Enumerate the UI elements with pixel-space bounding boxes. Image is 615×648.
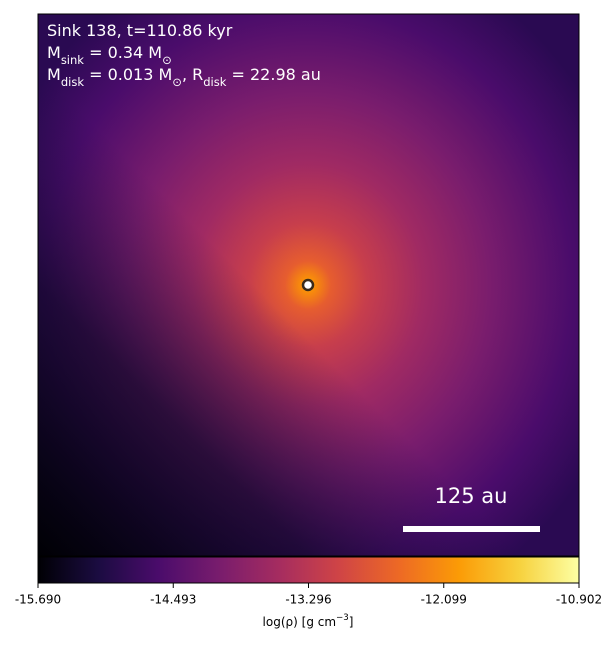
text-part: M bbox=[47, 65, 61, 84]
text-part: = 0.013 M bbox=[84, 65, 172, 84]
text-part: M bbox=[47, 43, 61, 62]
text-part: = 0.34 M bbox=[84, 43, 162, 62]
text-part: sink bbox=[61, 53, 84, 67]
text-part: ⊙ bbox=[172, 75, 182, 89]
axes-frame bbox=[37, 13, 580, 557]
tick-label: -15.690 bbox=[15, 593, 61, 607]
tick-label: -14.493 bbox=[150, 593, 196, 607]
annotation: Mdisk = 0.013 M⊙, Rdisk = 22.98 au bbox=[47, 65, 321, 89]
sink-marker bbox=[301, 278, 315, 292]
scale-bar-label: 125 au bbox=[435, 484, 508, 508]
colorbar-label: log(ρ) [g cm−3] bbox=[263, 613, 354, 629]
density-image: 125 au bbox=[37, 13, 580, 557]
tick-label: -13.296 bbox=[285, 593, 331, 607]
text-part: disk bbox=[203, 75, 227, 89]
tick-label: -12.099 bbox=[421, 593, 467, 607]
colorbar-ticks: -15.690 -14.493 -13.296 -12.099 -10.902 bbox=[15, 583, 602, 607]
text-part: ] bbox=[349, 615, 354, 629]
tick-label: -10.902 bbox=[556, 593, 602, 607]
text-part: Sink 138, t=110.86 kyr bbox=[47, 21, 233, 40]
text-part: ⊙ bbox=[162, 53, 172, 67]
text-part: , R bbox=[182, 65, 203, 84]
text-part: −3 bbox=[336, 613, 349, 623]
annotation: Sink 138, t=110.86 kyr bbox=[47, 21, 233, 40]
annotation: Msink = 0.34 M⊙ bbox=[47, 43, 172, 67]
text-part: log(ρ) [g cm bbox=[263, 615, 337, 629]
colorbar bbox=[37, 556, 580, 584]
text-part: = 22.98 au bbox=[226, 65, 320, 84]
text-part: disk bbox=[61, 75, 85, 89]
